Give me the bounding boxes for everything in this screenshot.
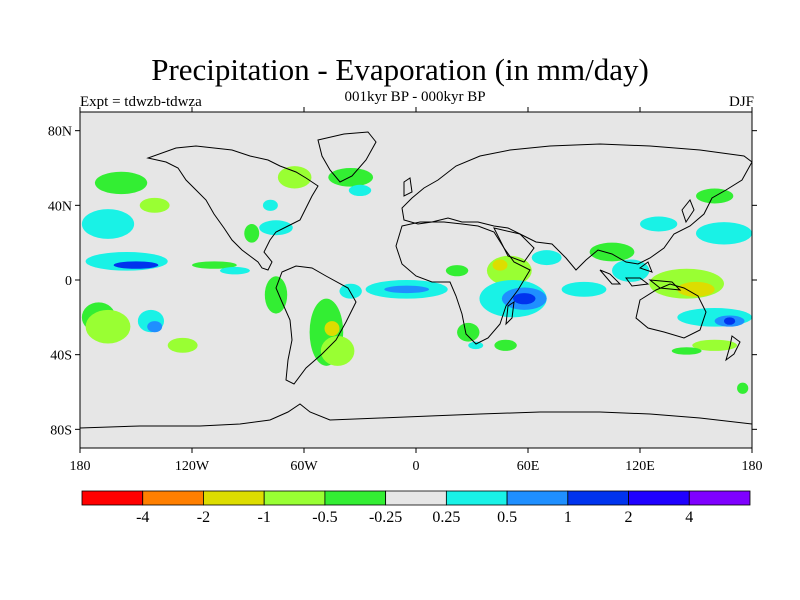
anomaly-region-mild_dry (328, 168, 374, 187)
chart-title: Precipitation - Evaporation (in mm/day) (151, 52, 649, 87)
colorbar-box (688, 490, 751, 506)
coast-south-america (275, 265, 357, 385)
anomaly-region-mild_wet (81, 209, 135, 239)
anomaly-region-dry (139, 197, 170, 213)
lon-label: 60W (290, 459, 318, 474)
anomaly-region-mild_dry (494, 339, 517, 351)
anomaly-region-mild_dry (94, 171, 148, 195)
coast-eurasia (401, 143, 752, 271)
colorbar-label: -4 (136, 509, 149, 526)
lon-label: 180 (742, 459, 763, 474)
colorbar-box (324, 490, 387, 506)
colorbar-box (628, 490, 690, 506)
colorbar-label: 0.25 (432, 509, 460, 526)
lat-label: 80N (48, 125, 72, 140)
anomaly-region-strong_dry (324, 321, 340, 336)
colorbar: -4 -2 -1 -0.5 -0.25 0.25 0.5 1 2 4 (81, 490, 751, 526)
colorbar-label: -1 (258, 509, 271, 526)
anomaly-region-dry (692, 339, 738, 351)
anomaly-region-dry (320, 336, 355, 366)
anomaly-region-strong_dry (677, 281, 715, 297)
colorbar-label: 1 (564, 509, 572, 526)
coast-arabia (493, 227, 535, 263)
anomaly-region-dry (85, 309, 131, 344)
colorbar-box (385, 490, 447, 506)
anomaly-region-strong_wet (113, 261, 159, 269)
colorbar-label: -2 (197, 509, 210, 526)
anomaly-region-strong_dry (492, 259, 508, 271)
anomaly-region-mild_wet (640, 216, 678, 232)
coast-indonesia (599, 261, 682, 291)
coast-north-america (146, 145, 319, 271)
anomaly-region-mild_wet (612, 259, 650, 282)
anomaly-region-mild_dry (589, 242, 635, 262)
anomaly-region-wet (384, 285, 430, 294)
anomaly-region-mild_dry (671, 347, 702, 355)
colorbar-box (567, 490, 629, 506)
coast-japan (681, 199, 695, 224)
coast-antarctica (80, 403, 752, 429)
coast-greenland (317, 131, 377, 183)
coastlines (80, 131, 752, 429)
anomaly-region-wet (147, 321, 163, 333)
anomaly-region-mild_wet (696, 222, 752, 245)
experiment-label: Expt = tdwzb-tdwza (80, 94, 202, 110)
coast-africa (395, 221, 531, 345)
anomaly-region-mild_wet (220, 266, 250, 275)
anomaly-region-strong_wet (724, 317, 736, 325)
colorbar-label: -0.25 (369, 509, 402, 526)
anomaly-region-mild_wet (262, 199, 278, 211)
anomaly-region-mild_dry (264, 276, 288, 314)
colorbar-box (263, 490, 326, 506)
colorbar-label: -0.5 (312, 509, 337, 526)
colorbar-label: 2 (625, 509, 633, 526)
anomaly-region-mild_wet (468, 341, 484, 350)
anomaly-region-mild_wet (561, 281, 607, 297)
lat-label: 0 (65, 274, 72, 289)
anomaly-region-dry (167, 337, 198, 353)
anomaly-region-mild_wet (531, 250, 562, 266)
colorbar-box (81, 490, 144, 506)
colorbar-box (142, 490, 204, 506)
anomaly-region-strong_wet (513, 293, 536, 305)
colorbar-box (506, 490, 569, 506)
colorbar-box (203, 490, 265, 506)
lon-label: 120E (625, 459, 655, 474)
lon-label: 60E (517, 459, 540, 474)
anomaly-region-mild_dry (244, 224, 260, 243)
season-label: DJF (728, 94, 754, 110)
coast-british-isles (403, 177, 413, 197)
coast-madagascar (505, 300, 515, 326)
anomaly-region-dry (277, 166, 312, 189)
anomaly-region-mild_dry (457, 322, 480, 342)
colorbar-label: 0.5 (497, 509, 517, 526)
axis-ticks: 80N 40N 0 40S 80S 180 120W 60W 0 60E 120E 180 (48, 107, 763, 474)
colorbar-label: 4 (685, 509, 693, 526)
anomaly-region-mild_dry (445, 265, 469, 277)
lon-label: 0 (413, 459, 420, 474)
lat-label: 40S (50, 349, 72, 364)
lat-label: 40N (48, 199, 72, 214)
colorbar-box (445, 490, 508, 506)
anomaly-region-mild_wet (339, 283, 362, 299)
anomaly-region-mild_wet (259, 220, 293, 236)
coast-new-zealand (725, 335, 741, 362)
lon-label: 120W (175, 459, 210, 474)
anomaly-region-mild_dry (737, 382, 749, 394)
anomaly-region-mild_wet (348, 184, 372, 196)
coast-australia (635, 283, 707, 339)
lat-label: 80S (50, 423, 72, 438)
lon-label: 180 (70, 459, 91, 474)
chart-subtitle: 001kyr BP - 000kyr BP (344, 89, 486, 105)
anomaly-region-mild_dry (192, 261, 237, 269)
